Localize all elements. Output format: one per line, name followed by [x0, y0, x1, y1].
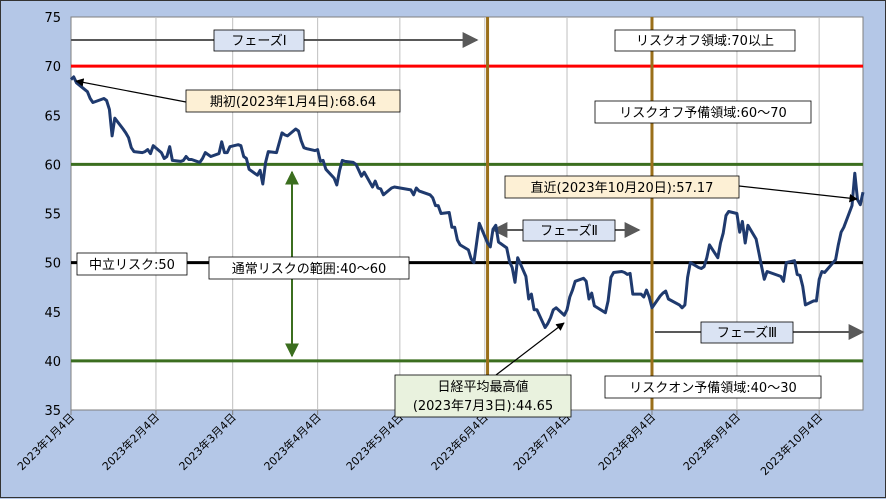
svg-text:通常リスクの範囲:40～60: 通常リスクの範囲:40～60 — [232, 262, 386, 277]
neutral-label: 中立リスク:50 — [76, 252, 188, 276]
svg-text:リスクオフ予備領域:60～70: リスクオフ予備領域:60～70 — [619, 105, 786, 121]
y-tick-label: 45 — [44, 306, 61, 321]
svg-text:フェーズⅠ: フェーズⅠ — [231, 33, 286, 49]
y-tick-label: 50 — [44, 257, 61, 272]
y-tick-label: 55 — [44, 208, 61, 223]
reference-lines — [71, 64, 863, 363]
y-tick-label: 70 — [44, 60, 61, 75]
y-tick-label: 60 — [44, 158, 61, 173]
x-tick-label: 2023年4月4日 — [261, 410, 324, 473]
x-tick-label: 2023年5月4日 — [343, 410, 406, 473]
x-tick-label: 2023年10月4日 — [757, 410, 825, 478]
phase2-label: フェーズⅡ — [522, 219, 616, 242]
y-tick-label: 35 — [44, 404, 61, 419]
nikkei-high-callout: 日経平均最高値 (2023年7月3日):44.65 — [394, 374, 572, 418]
x-tick-label: 2023年6月4日 — [428, 410, 491, 473]
svg-text:(2023年7月3日):44.65: (2023年7月3日):44.65 — [413, 399, 553, 414]
risk-off-reserve-label: リスクオフ予備領域:60～70 — [594, 100, 812, 124]
x-tick-label: 2023年9月4日 — [680, 410, 743, 473]
x-tick-label: 2023年1月4日 — [14, 410, 77, 473]
svg-text:フェーズⅡ: フェーズⅡ — [540, 223, 598, 239]
svg-text:日経平均最高値: 日経平均最高値 — [437, 379, 528, 395]
y-tick-label: 75 — [44, 11, 61, 26]
y-tick-label: 40 — [44, 355, 61, 370]
start-callout-arrow — [75, 78, 187, 103]
nikkei-high-callout-arrow — [495, 322, 565, 376]
svg-text:リスクオン予備領域:40～30: リスクオン予備領域:40～30 — [629, 380, 796, 396]
y-tick-label: 65 — [44, 109, 61, 124]
series-line — [69, 75, 865, 329]
x-tick-label: 2023年8月4日 — [595, 410, 658, 473]
phase3-label: フェーズⅢ — [700, 321, 794, 344]
svg-text:フェーズⅢ: フェーズⅢ — [717, 325, 777, 341]
latest-callout-arrow — [738, 185, 858, 203]
svg-text:リスクオフ領域:70以上: リスクオフ領域:70以上 — [636, 33, 774, 49]
x-tick-label: 2023年7月4日 — [510, 410, 573, 473]
svg-text:期初(2023年1月4日):68.64: 期初(2023年1月4日):68.64 — [210, 95, 376, 110]
svg-text:中立リスク:50: 中立リスク:50 — [89, 258, 175, 273]
x-axis-ticks: 2023年1月4日 2023年2月4日 2023年3月4日 2023年4月4日 2023… — [14, 410, 825, 478]
x-tick-label: 2023年2月4日 — [99, 410, 162, 473]
latest-callout: 直近(2023年10月20日):57.17 — [504, 175, 740, 199]
risk-on-reserve-label: リスクオン予備領域:40～30 — [604, 375, 822, 399]
x-tick-label: 2023年3月4日 — [176, 410, 239, 473]
start-callout: 期初(2023年1月4日):68.64 — [185, 89, 401, 113]
svg-text:直近(2023年10月20日):57.17: 直近(2023年10月20日):57.17 — [531, 181, 714, 196]
phase-dividers — [486, 17, 654, 410]
risk-off-label: リスクオフ領域:70以上 — [614, 29, 796, 52]
normal-range-label: 通常リスクの範囲:40～60 — [208, 256, 410, 280]
phase1-label: フェーズⅠ — [213, 29, 305, 52]
y-axis-ticks: 35 40 45 50 55 60 65 70 75 — [44, 11, 61, 419]
plot-area — [70, 16, 864, 411]
